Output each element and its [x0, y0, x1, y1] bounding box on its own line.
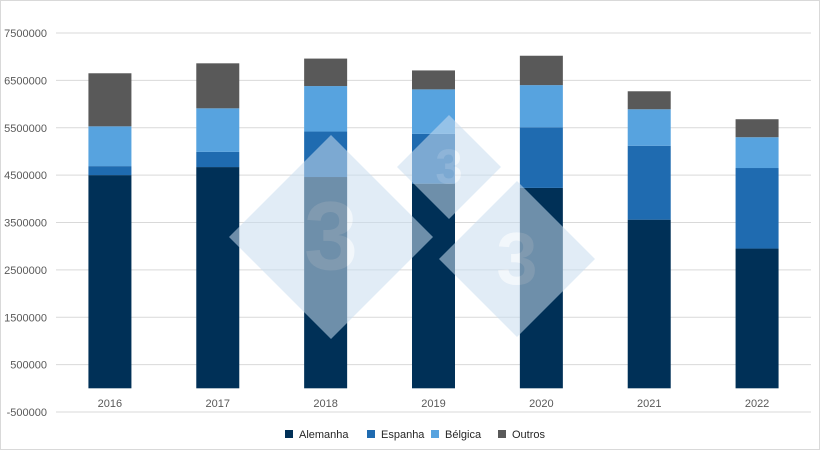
bar-outros-2022: [735, 119, 779, 138]
bar-alemanha-2016: [88, 175, 132, 389]
bar-alemanha-2021: [627, 219, 671, 389]
x-tick-label: 2016: [98, 398, 122, 410]
watermark-logo: 333: [229, 115, 595, 339]
y-tick-label: 7500000: [4, 28, 47, 40]
legend-swatch-alemanha: [285, 430, 293, 438]
watermark-digit: 3: [304, 182, 358, 291]
y-tick-label: -500000: [7, 407, 47, 419]
bar-espanha-2016: [88, 166, 132, 176]
watermark-diamond: 3: [439, 181, 595, 337]
bar-bélgica-2017: [196, 108, 240, 152]
bar-outros-2017: [196, 63, 240, 109]
y-tick-label: 4500000: [4, 170, 47, 182]
y-tick-label: 2500000: [4, 265, 47, 277]
watermark-digit: 3: [496, 217, 537, 300]
y-tick-label: 5500000: [4, 123, 47, 135]
x-tick-label: 2018: [313, 398, 337, 410]
bar-bélgica-2022: [735, 137, 779, 169]
legend-swatch-bélgica: [431, 430, 439, 438]
legend-label-outros: Outros: [512, 429, 546, 441]
watermark-diamond: 3: [229, 135, 433, 339]
watermark-digit: 3: [435, 141, 462, 195]
bar-outros-2019: [412, 70, 455, 90]
bar-bélgica-2016: [88, 126, 132, 167]
legend-swatch-outros: [498, 430, 506, 438]
bar-espanha-2021: [627, 145, 671, 220]
x-axis-tick-labels: 2016 2017 2018 2019 2020 2021 2022: [98, 398, 770, 410]
legend-swatch-espanha: [367, 430, 375, 438]
y-axis-tick-labels: 7500000 6500000 5500000 4500000 3500000 25000…: [4, 28, 47, 419]
x-tick-label: 2017: [206, 398, 230, 410]
y-tick-label: 6500000: [4, 75, 47, 87]
x-tick-label: 2022: [745, 398, 769, 410]
bar-alemanha-2022: [735, 248, 779, 389]
legend-label-bélgica: Bélgica: [445, 429, 482, 441]
legend-label-alemanha: Alemanha: [299, 429, 349, 441]
bar-outros-2016: [88, 73, 132, 127]
bar-bélgica-2021: [627, 109, 671, 146]
x-tick-label: 2020: [529, 398, 553, 410]
legend-label-espanha: Espanha: [381, 429, 425, 441]
bar-espanha-2017: [196, 151, 240, 168]
bar-alemanha-2017: [196, 167, 240, 389]
y-tick-label: 500000: [10, 360, 47, 372]
bar-bélgica-2018: [304, 86, 348, 132]
bar-bélgica-2020: [519, 85, 563, 128]
bar-outros-2018: [304, 58, 348, 87]
bar-outros-2021: [627, 91, 671, 110]
bar-outros-2020: [519, 55, 563, 86]
legend: Alemanha Espanha Bélgica Outros: [285, 429, 546, 441]
x-tick-label: 2021: [637, 398, 661, 410]
y-tick-label: 3500000: [4, 218, 47, 230]
watermark-diamond: 3: [397, 115, 501, 219]
bar-espanha-2020: [519, 127, 563, 188]
x-tick-label: 2019: [421, 398, 445, 410]
y-tick-label: 1500000: [4, 312, 47, 324]
bar-espanha-2022: [735, 168, 779, 249]
